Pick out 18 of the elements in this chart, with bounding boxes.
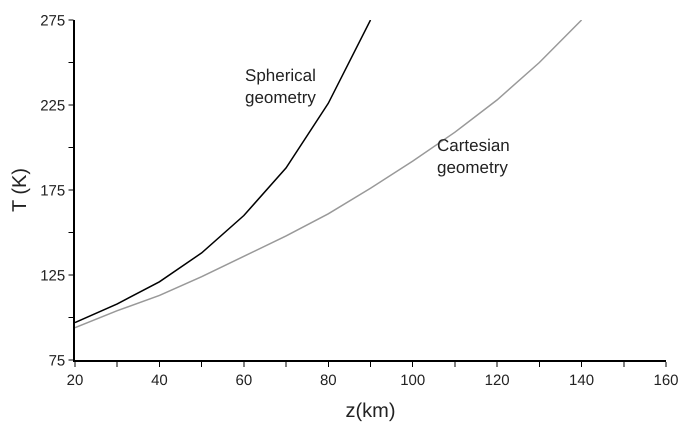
- x-tick-label: 80: [320, 372, 337, 389]
- y-axis-title: T (K): [9, 168, 32, 212]
- x-tick-label: 60: [236, 372, 252, 389]
- y-tick-label: 125: [40, 267, 66, 284]
- annotation: Spherical geometry: [245, 66, 316, 108]
- x-tick-label: 100: [400, 372, 426, 389]
- x-tick-label: 20: [66, 372, 84, 389]
- y-tick-label: 175: [40, 182, 66, 200]
- y-tick-label: 275: [40, 12, 66, 30]
- x-tick-label: 120: [484, 372, 510, 389]
- annotation: Cartesian geometry: [437, 136, 510, 178]
- x-tick-label: 140: [569, 372, 594, 389]
- x-tick-label: 40: [151, 372, 168, 389]
- x-axis-title: z(km): [346, 400, 396, 422]
- y-tick-label: 75: [48, 352, 66, 370]
- line-series: [75, 20, 582, 328]
- x-tick-label: 160: [653, 372, 679, 389]
- y-tick-label: 225: [40, 97, 66, 114]
